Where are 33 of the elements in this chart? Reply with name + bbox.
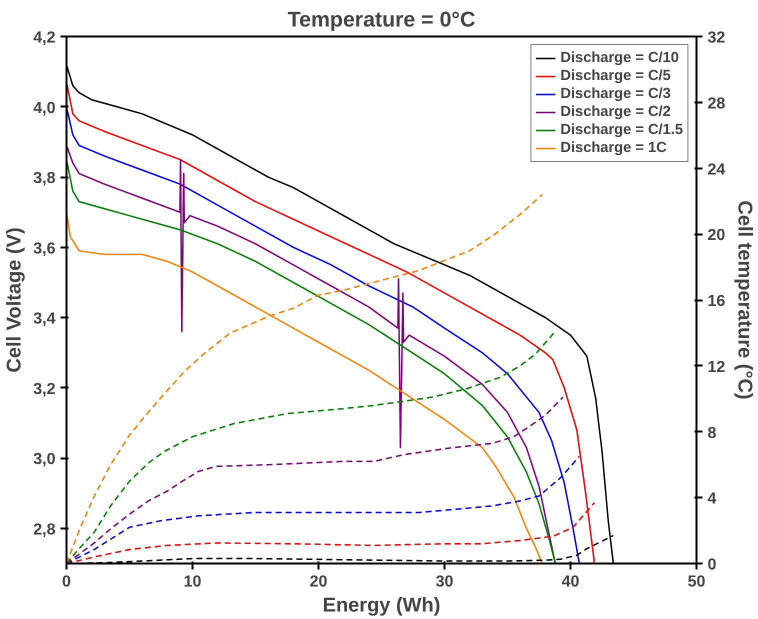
y-tick-label: 4,0 [33,100,56,117]
x-tick-label: 20 [310,574,328,590]
y-tick-label: 3,4 [33,310,56,328]
y2-tick-label: 8 [708,424,716,442]
x-tick-label: 10 [184,574,202,590]
y2-tick-label: 4 [708,490,716,508]
legend-label: Discharge = C/1.5 [560,121,683,139]
legend-label: Discharge = C/10 [560,49,679,67]
legend-label: Discharge = C/5 [560,67,671,85]
y-tick-label: 4,2 [33,30,56,46]
y-tick-label: 3,2 [33,380,56,398]
y-tick-label: 3,8 [33,170,56,188]
x-tick-label: 30 [436,574,454,590]
x-tick-label: 40 [562,574,580,590]
legend-label: Discharge = 1C [560,139,667,157]
y-tick-label: 3,0 [33,451,56,468]
legend-label: Discharge = C/3 [560,85,671,103]
x-axis-title: Energy (Wh) [322,594,440,616]
chart-title: Temperature = 0°C [288,8,476,32]
y-tick-label: 3,6 [33,240,56,258]
x-tick-label: 0 [62,574,72,590]
y2-tick-label: 12 [708,358,726,376]
y2-tick-label: 28 [708,95,726,112]
legend-label: Discharge = C/2 [560,103,671,121]
y2-axis-title: Cell temperature (°C) [733,200,756,400]
y2-tick-label: 0 [708,556,716,574]
y2-tick-label: 24 [708,161,726,178]
y2-tick-label: 20 [708,227,726,244]
x-tick-label: 50 [688,574,706,590]
y-tick-label: 2,8 [33,521,56,538]
y-axis-title: Cell Voltage (V) [3,227,26,373]
y2-tick-label: 32 [708,30,726,46]
y2-tick-label: 16 [708,293,726,310]
